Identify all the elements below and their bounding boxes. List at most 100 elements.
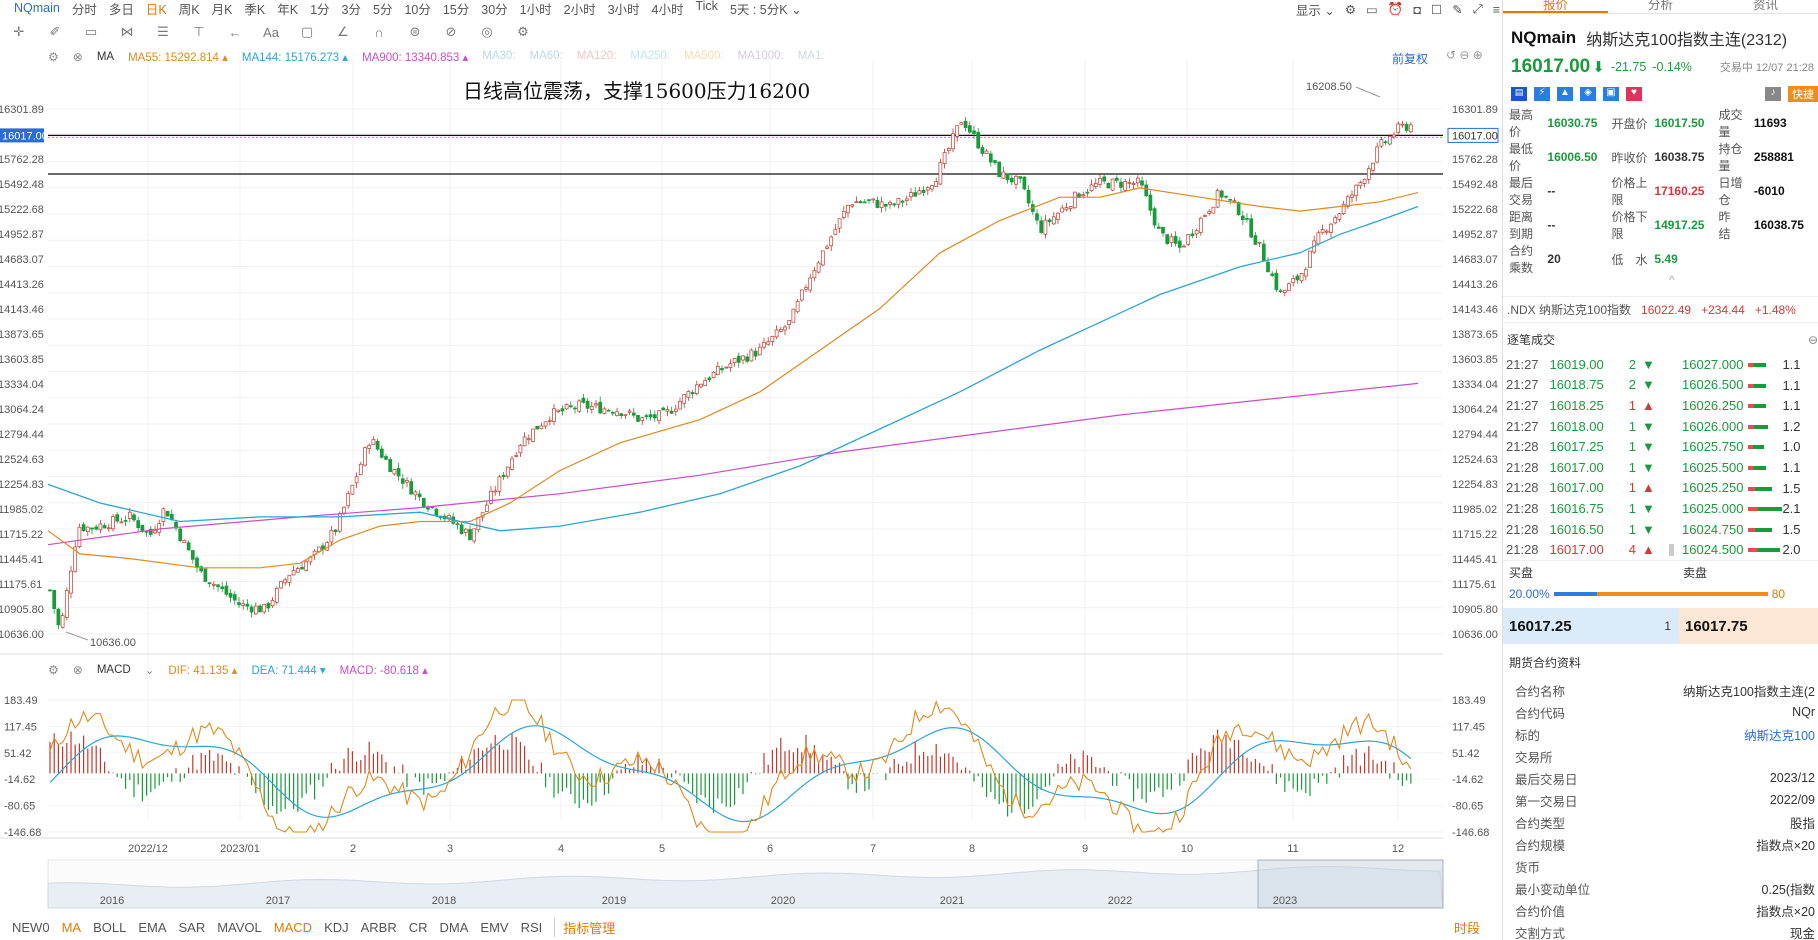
period-tab[interactable]: 15分	[442, 2, 470, 17]
period-tab[interactable]: 3分	[341, 2, 361, 17]
period-tab[interactable]: 1小时	[519, 2, 552, 17]
indicator-tab[interactable]: DMA	[439, 919, 469, 935]
rect-icon[interactable]: ▭	[84, 24, 98, 39]
info-value[interactable]: 纳斯达克100	[1744, 728, 1815, 743]
lock-icon[interactable]: ⊜	[409, 24, 421, 39]
note-icon[interactable]: ▣	[1603, 87, 1619, 101]
period-tab[interactable]: 年K	[277, 2, 299, 17]
tab-quote[interactable]: 报价	[1503, 0, 1608, 13]
comment-icon[interactable]: ▢	[300, 24, 314, 39]
delete-icon[interactable]: ⊘	[445, 24, 457, 39]
display-menu[interactable]: 显示 ⌄	[1295, 4, 1335, 18]
period-tab[interactable]: 1分	[310, 2, 330, 17]
close-icon[interactable]: ⊗	[72, 50, 83, 64]
ma144-line[interactable]	[47, 205, 1419, 532]
period-tab[interactable]: 日K	[145, 2, 167, 17]
indicator-tab[interactable]: MA	[61, 919, 82, 935]
indicator-tab[interactable]: EMA	[138, 919, 167, 935]
period-tab[interactable]: 2小时	[563, 2, 596, 17]
chart-icon[interactable]: ▲	[1557, 87, 1573, 101]
period-tab[interactable]: Tick	[695, 0, 718, 13]
lines-icon[interactable]: ☰	[157, 24, 169, 39]
magnet-icon[interactable]: ∩	[374, 24, 384, 40]
layout-icon[interactable]: ▭	[1366, 3, 1378, 17]
minus-icon[interactable]: ⊖	[1807, 332, 1818, 347]
close-icon[interactable]: ⊗	[72, 663, 83, 677]
overview-navigator[interactable]: 2016 2017 2018 2019 2020 2021 2022 2023	[47, 859, 1444, 909]
indicator-tab[interactable]: CR	[408, 919, 428, 935]
eye-icon[interactable]: ◎	[481, 24, 493, 39]
text-icon[interactable]: Aa	[263, 24, 279, 40]
ticks-scrollbar[interactable]	[1669, 544, 1674, 556]
ask-box[interactable]: 16017.75	[1679, 608, 1818, 644]
period-tab[interactable]: 30分	[481, 2, 508, 17]
symbol-label[interactable]: NQmain	[14, 1, 60, 15]
ma55-line[interactable]	[47, 187, 1419, 569]
indicator-tab[interactable]: EMV	[480, 919, 509, 935]
fullscreen-icon[interactable]: ⤢	[1472, 2, 1483, 16]
menu-icon[interactable]: ≡	[1492, 2, 1500, 17]
candle-body	[619, 413, 624, 417]
pen-icon[interactable]: ✎	[1452, 3, 1463, 17]
indicator-tab[interactable]: SAR	[178, 919, 206, 935]
indicator-tab[interactable]: KDJ	[324, 919, 349, 935]
book-price: 16026.250	[1682, 397, 1744, 413]
period-tab[interactable]: 3小时	[607, 2, 640, 17]
indicator-manage-button[interactable]: 指标管理	[554, 917, 615, 937]
settings-icon[interactable]: ⚙	[1344, 3, 1357, 17]
dif-line[interactable]	[49, 699, 1412, 834]
settings-icon[interactable]: ⚙	[517, 24, 529, 39]
share-icon[interactable]: ☐	[1430, 3, 1443, 17]
lightning-icon[interactable]: ⚡	[1534, 87, 1550, 101]
ma900-line[interactable]	[47, 382, 1419, 546]
tab-news[interactable]: 资讯	[1752, 0, 1778, 12]
camera-icon[interactable]: ◘	[1413, 2, 1421, 17]
period-tab[interactable]: 5分	[373, 2, 393, 17]
ndx-row[interactable]: .NDX 纳斯达克100指数 16022.49 +234.44 +1.48%	[1503, 296, 1818, 323]
tab-analysis[interactable]: 分析	[1647, 0, 1673, 12]
crosshair-icon[interactable]: ✛	[13, 24, 25, 39]
arrow-icon[interactable]: ←	[228, 24, 242, 40]
bell-icon[interactable]: ♪	[1765, 87, 1781, 101]
candles[interactable]	[48, 116, 1413, 630]
ma-indicator-label[interactable]: MA	[96, 51, 115, 63]
chart-area[interactable]: 16301.89 16301.89 15762.28 15762.28 15492.48…	[0, 0, 1500, 940]
draw-icon[interactable]: ✐	[49, 24, 61, 39]
indicator-tab[interactable]: NEW0	[12, 919, 50, 935]
indicator-tab[interactable]: MACD	[273, 919, 313, 935]
chevron-down-icon[interactable]: ⌄	[144, 665, 155, 677]
settings-icon[interactable]: ⚙	[48, 663, 59, 677]
indicator-tab[interactable]: ARBR	[360, 919, 397, 935]
period-tab[interactable]: 5天 : 5分K ⌄	[729, 2, 802, 17]
period-tab[interactable]: 季K	[244, 2, 266, 17]
period-tab[interactable]: 分时	[71, 2, 97, 17]
tag-icon[interactable]: ◈	[1580, 87, 1596, 101]
indicator-tab[interactable]: BOLL	[93, 919, 127, 935]
settings-icon[interactable]: ⚙	[48, 50, 59, 64]
heart-icon[interactable]: ♥	[1626, 87, 1642, 101]
reset-icon[interactable]: ↺ ⊖ ⊕	[1446, 48, 1483, 62]
pencil-icon[interactable]: ∠	[337, 24, 349, 39]
tick-volume: 1	[1628, 439, 1637, 455]
macd-indicator-label[interactable]: MACD	[96, 664, 131, 676]
candle-body	[426, 507, 430, 510]
timezone-button[interactable]: 时段	[1453, 920, 1480, 936]
adjust-label[interactable]: 前复权	[1392, 52, 1429, 66]
indicator-tab[interactable]: RSI	[520, 919, 543, 935]
period-tab[interactable]: 10分	[404, 2, 431, 17]
period-tab[interactable]: 月K	[211, 2, 233, 17]
overview-window[interactable]	[1257, 859, 1444, 909]
candle-body	[153, 529, 157, 534]
quick-trade-button[interactable]: 快捷	[1788, 86, 1818, 102]
expand-icon[interactable]: ^	[1669, 273, 1675, 287]
period-tab[interactable]: 4小时	[651, 2, 684, 17]
bid-box[interactable]: 16017.25 1	[1503, 608, 1679, 644]
indicator-tab[interactable]: MAVOL	[217, 919, 262, 935]
dea-line[interactable]	[49, 725, 1412, 823]
measure-icon[interactable]: ⊤	[193, 24, 205, 39]
dif-label: DIF:	[168, 665, 191, 677]
period-tab[interactable]: 多日	[108, 2, 134, 17]
alarm-icon[interactable]: ⏰	[1387, 2, 1404, 16]
fib-icon[interactable]: ⋈	[120, 24, 134, 39]
period-tab[interactable]: 周K	[178, 2, 200, 17]
